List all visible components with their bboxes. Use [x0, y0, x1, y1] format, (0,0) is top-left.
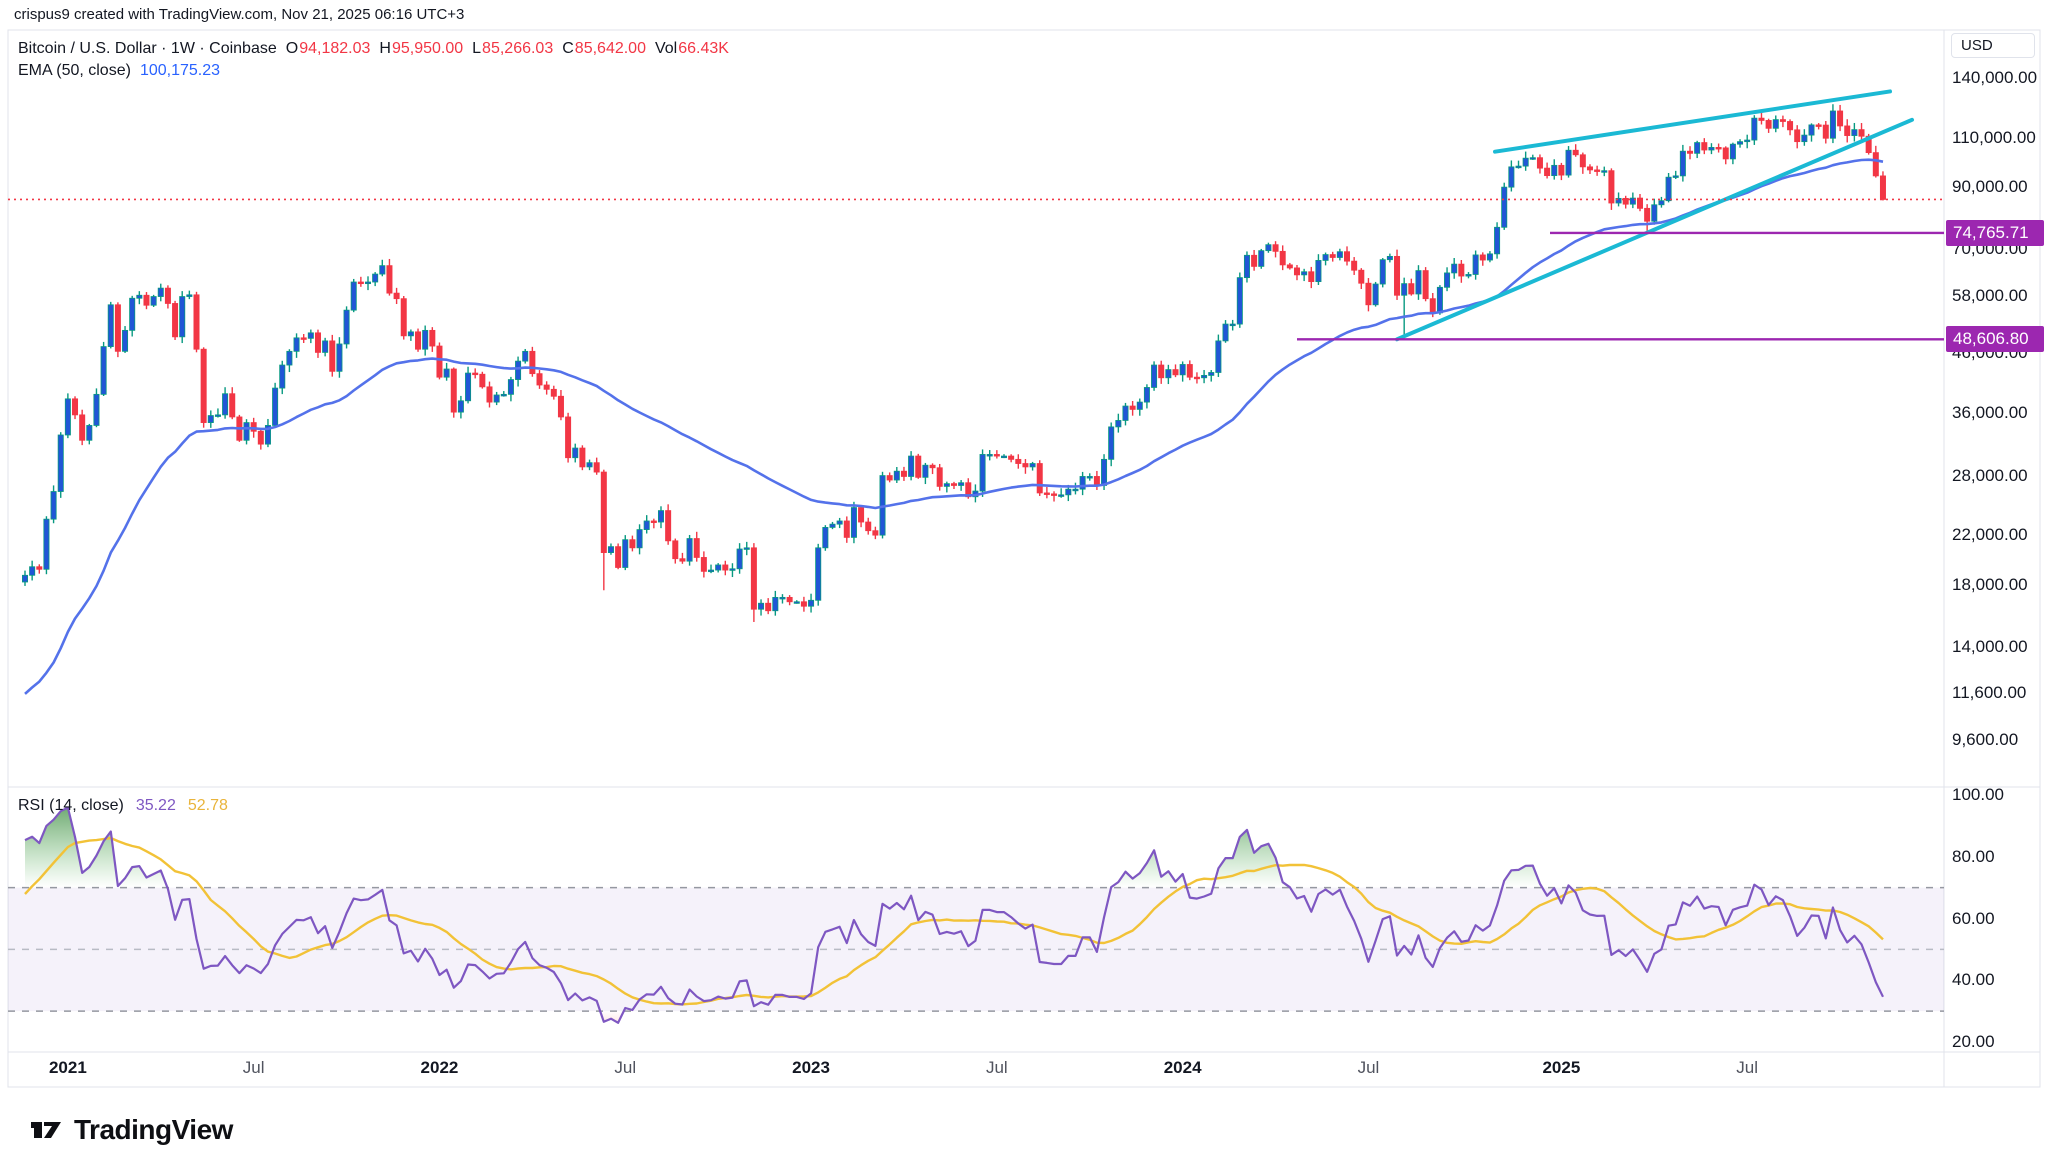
tradingview-logo[interactable]: TradingView [28, 1112, 233, 1148]
price-tick-label: 18,000.00 [1952, 574, 2028, 594]
time-tick-label: Jul [242, 1058, 265, 1077]
high-value: H 95,950.00 [379, 40, 464, 57]
price-tick-label: 36,000.00 [1952, 403, 2028, 423]
rsi-ma-value: 52.78 [187, 797, 228, 814]
time-tick-label: Jul [985, 1058, 1008, 1077]
price-tick-label: 22,000.00 [1952, 525, 2028, 545]
open-value: O 94,182.03 [285, 40, 371, 57]
time-tick-label: 2024 [1163, 1058, 1202, 1077]
price-tick-label: 90,000.00 [1952, 177, 2028, 197]
time-tick-label: Jul [614, 1058, 637, 1077]
rsi-value: 35.22 [135, 797, 176, 814]
ema-label: EMA (50, close) [18, 62, 131, 79]
symbol-title: Bitcoin / U.S. Dollar · 1W · Coinbase [18, 40, 277, 57]
price-tick-label: 28,000.00 [1952, 465, 2028, 485]
rsi-tick-label: 100.00 [1952, 785, 2004, 804]
rsi-tick-label: 20.00 [1952, 1032, 1995, 1051]
currency-label: USD [1961, 37, 1993, 54]
price-level-badge[interactable]: 48,606.80 [1946, 326, 2044, 353]
ema-legend[interactable]: EMA (50, close) 100,175.23 [18, 62, 220, 80]
price-tick-label: 58,000.00 [1952, 285, 2028, 305]
time-tick-label: Jul [1357, 1058, 1380, 1077]
time-tick-label: 2021 [48, 1058, 87, 1077]
time-tick-label: 2025 [1542, 1058, 1581, 1077]
rsi-legend[interactable]: RSI (14, close) 35.22 52.78 [18, 797, 228, 815]
price-tick-label: 11,600.00 [1952, 683, 2027, 703]
ema-value: 100,175.23 [139, 62, 221, 79]
price-tick-label: 140,000.00 [1952, 68, 2038, 87]
credit-line: crispus9 created with TradingView.com, N… [14, 6, 465, 23]
volume-value: Vol 66.43K [654, 40, 729, 57]
low-value: L 85,266.03 [472, 40, 554, 57]
close-value: C 85,642.00 [562, 40, 646, 57]
price-tick-label: 110,000.00 [1952, 127, 2036, 147]
price-level-badge[interactable]: 74,765.71 [1946, 219, 2044, 246]
rsi-tick-label: 40.00 [1952, 970, 1995, 990]
currency-toggle[interactable]: USD [1951, 33, 2035, 58]
time-tick-label: 2023 [792, 1058, 830, 1077]
tradingview-logo-text: TradingView [74, 1114, 233, 1145]
rsi-tick-label: 60.00 [1952, 908, 1995, 928]
time-tick-label: Jul [1736, 1058, 1759, 1077]
price-tick-label: 14,000.00 [1952, 636, 2028, 656]
rsi-label: RSI (14, close) [18, 797, 124, 814]
price-tick-label: 9,600.00 [1952, 730, 2019, 749]
time-tick-label: 2022 [420, 1058, 459, 1077]
tradingview-logo-icon [31, 1122, 61, 1138]
rsi-tick-label: 80.00 [1952, 846, 1995, 866]
